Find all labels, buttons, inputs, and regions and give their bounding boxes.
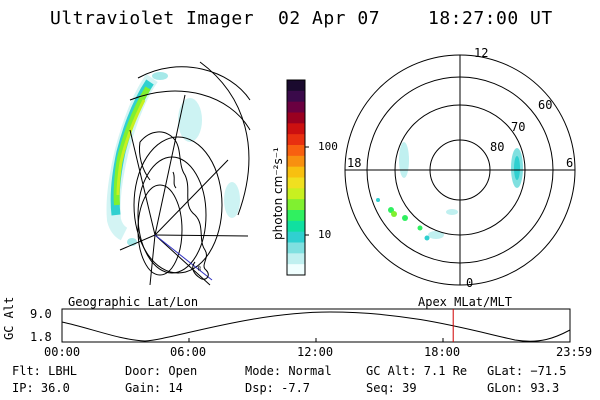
polar-plot <box>344 54 576 286</box>
door-value: Door: Open <box>125 364 198 378</box>
gc-alt-value: GC Alt: 7.1 Re <box>366 364 468 378</box>
dsp-value: Dsp: -7.7 <box>245 381 311 395</box>
glon-value: GLon: 93.3 <box>487 381 560 395</box>
geographic-caption: Geographic Lat/Lon <box>68 295 199 309</box>
mlt-label-6: 6 <box>566 156 574 170</box>
apex-caption: Apex MLat/MLT <box>418 295 512 309</box>
colorbar-segment <box>287 220 305 233</box>
xtick-1800: 18:00 <box>424 345 461 359</box>
time-label: 18:27:00 UT <box>428 8 553 29</box>
lat-label-60: 60 <box>538 98 553 112</box>
geographic-map: ≈ <box>106 61 251 286</box>
colorbar-segment <box>287 199 305 211</box>
colorbar-segment <box>287 253 305 265</box>
date-label: 02 Apr 07 <box>278 8 381 29</box>
colorbar-segment <box>287 123 305 135</box>
colorbar-unit-label: photon cm⁻²s⁻¹ <box>271 147 285 240</box>
xtick-2359: 23:59 <box>556 345 593 359</box>
xtick-0000: 00:00 <box>44 345 81 359</box>
mlt-label-0: 0 <box>466 276 474 290</box>
colorbar-segment <box>287 90 305 103</box>
colorbar-segment <box>287 242 305 254</box>
altitude-ylabel: GC Alt <box>2 296 16 340</box>
colorbar-segment <box>287 112 305 124</box>
altitude-ytick-9: 9.0 <box>30 307 52 321</box>
colorbar-segment <box>287 177 305 189</box>
lat-label-70: 70 <box>511 120 526 134</box>
coastline <box>139 131 209 280</box>
colorbar-border <box>286 79 306 276</box>
colorbar-tick-100: 100 <box>318 140 338 153</box>
lat-label-80: 80 <box>490 140 505 154</box>
colorbar-tick-10: 10 <box>318 228 332 241</box>
ip-value: IP: 36.0 <box>12 381 70 395</box>
colorbar-segment <box>287 101 305 113</box>
xtick-1200: 12:00 <box>297 345 334 359</box>
gain-value: Gain: 14 <box>125 381 183 395</box>
filter-value: Flt: LBHL <box>12 364 78 378</box>
seq-value: Seq: 39 <box>366 381 417 395</box>
svg-text:≈: ≈ <box>193 265 204 273</box>
xtick-0600: 06:00 <box>170 345 207 359</box>
colorbar-segment <box>287 134 305 146</box>
colorbar-segment <box>287 145 305 157</box>
altitude-ytick-1-8: 1.8 <box>30 330 52 344</box>
colorbar <box>286 79 309 276</box>
mlt-label-12: 12 <box>474 46 489 60</box>
colorbar-segment <box>287 210 305 222</box>
colorbar-segment <box>287 188 305 200</box>
colorbar-segment <box>287 166 305 178</box>
glat-value: GLat: −71.5 <box>487 364 567 378</box>
colorbar-segment <box>287 80 305 92</box>
mlt-label-18: 18 <box>347 156 362 170</box>
altitude-curve <box>61 311 571 342</box>
mode-value: Mode: Normal <box>245 364 332 378</box>
colorbar-segment <box>287 264 305 276</box>
colorbar-segment <box>287 231 305 243</box>
altitude-plot <box>61 308 571 343</box>
colorbar-segment <box>287 155 305 168</box>
instrument-title: Ultraviolet Imager <box>50 8 255 29</box>
